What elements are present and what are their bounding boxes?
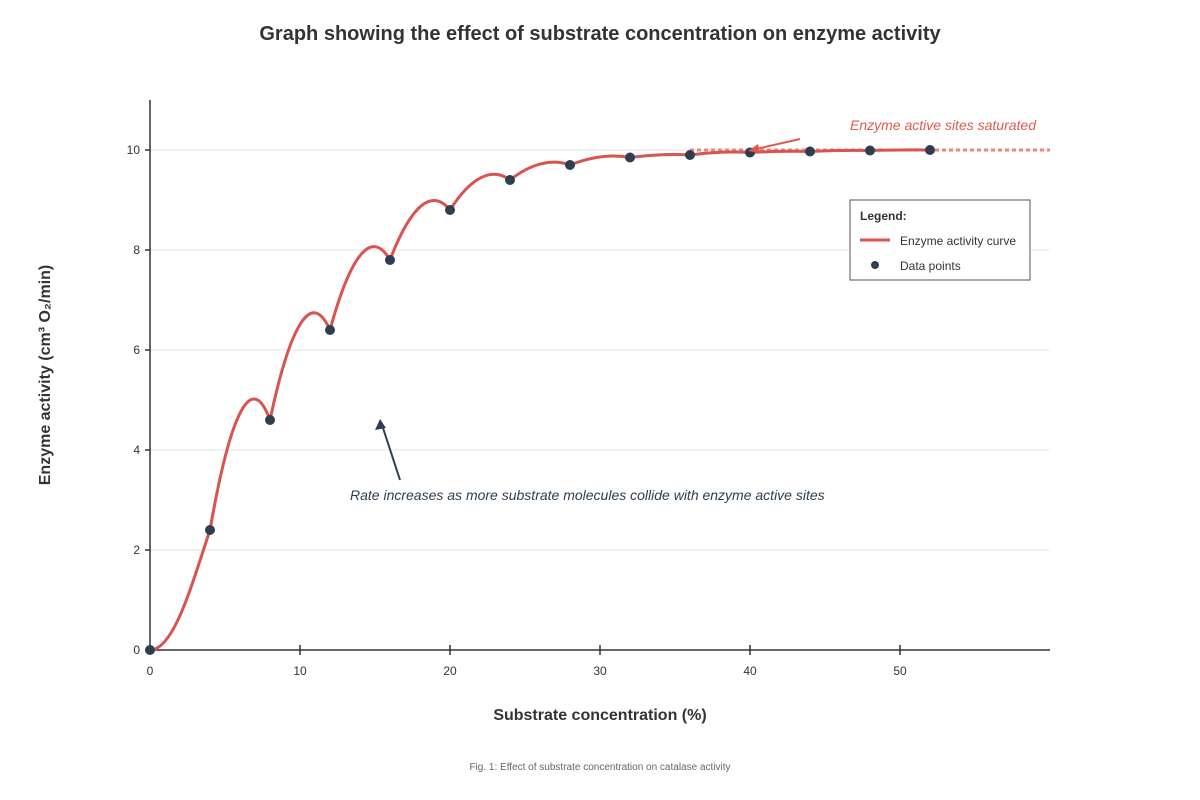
data-point — [505, 175, 515, 185]
rate-annotation: Rate increases as more substrate molecul… — [350, 487, 825, 503]
data-point — [325, 325, 335, 335]
data-point — [385, 255, 395, 265]
chart-title: Graph showing the effect of substrate co… — [259, 23, 941, 45]
data-point — [925, 145, 935, 155]
x-tick-label: 40 — [743, 664, 757, 678]
data-point — [145, 645, 155, 655]
x-axis-ticks: 0 10 20 30 40 50 — [147, 645, 907, 678]
legend-points-label: Data points — [900, 259, 961, 273]
legend-curve-label: Enzyme activity curve — [900, 234, 1016, 248]
data-points — [145, 145, 935, 655]
data-point — [265, 415, 275, 425]
y-tick-label: 4 — [133, 443, 140, 457]
y-tick-label: 2 — [133, 543, 140, 557]
figure-caption: Fig. 1: Effect of substrate concentratio… — [469, 762, 730, 773]
legend-title: Legend: — [860, 209, 907, 223]
legend: Legend: Enzyme activity curve Data point… — [849, 199, 1031, 281]
rate-annotation-arrowhead — [375, 419, 386, 430]
x-axis-title: Substrate concentration (%) — [493, 707, 706, 724]
data-point — [205, 525, 215, 535]
data-point — [685, 150, 695, 160]
data-point — [565, 160, 575, 170]
data-point — [805, 146, 815, 157]
x-tick-label: 50 — [893, 664, 907, 678]
x-tick-label: 10 — [293, 664, 307, 678]
data-point — [445, 205, 455, 215]
y-tick-label: 0 — [133, 643, 140, 657]
rate-annotation-arrow — [382, 427, 401, 481]
saturation-annotation-arrow — [755, 138, 801, 150]
y-tick-label: 10 — [127, 143, 141, 157]
data-point — [865, 145, 875, 156]
x-tick-label: 20 — [443, 664, 457, 678]
y-tick-label: 8 — [133, 243, 140, 257]
y-axis-ticks: 0 2 4 6 8 10 — [127, 143, 150, 657]
y-axis-title: Enzyme activity (cm³ O₂/min) — [37, 265, 54, 486]
x-tick-label: 0 — [147, 664, 154, 678]
x-tick-label: 30 — [593, 664, 607, 678]
saturation-annotation-arrowhead — [748, 144, 760, 153]
saturation-annotation: Enzyme active sites saturated — [850, 117, 1037, 133]
legend-points-swatch — [871, 261, 879, 269]
enzyme-activity-curve — [149, 148, 931, 652]
y-tick-label: 6 — [133, 343, 140, 357]
data-point — [625, 152, 635, 163]
